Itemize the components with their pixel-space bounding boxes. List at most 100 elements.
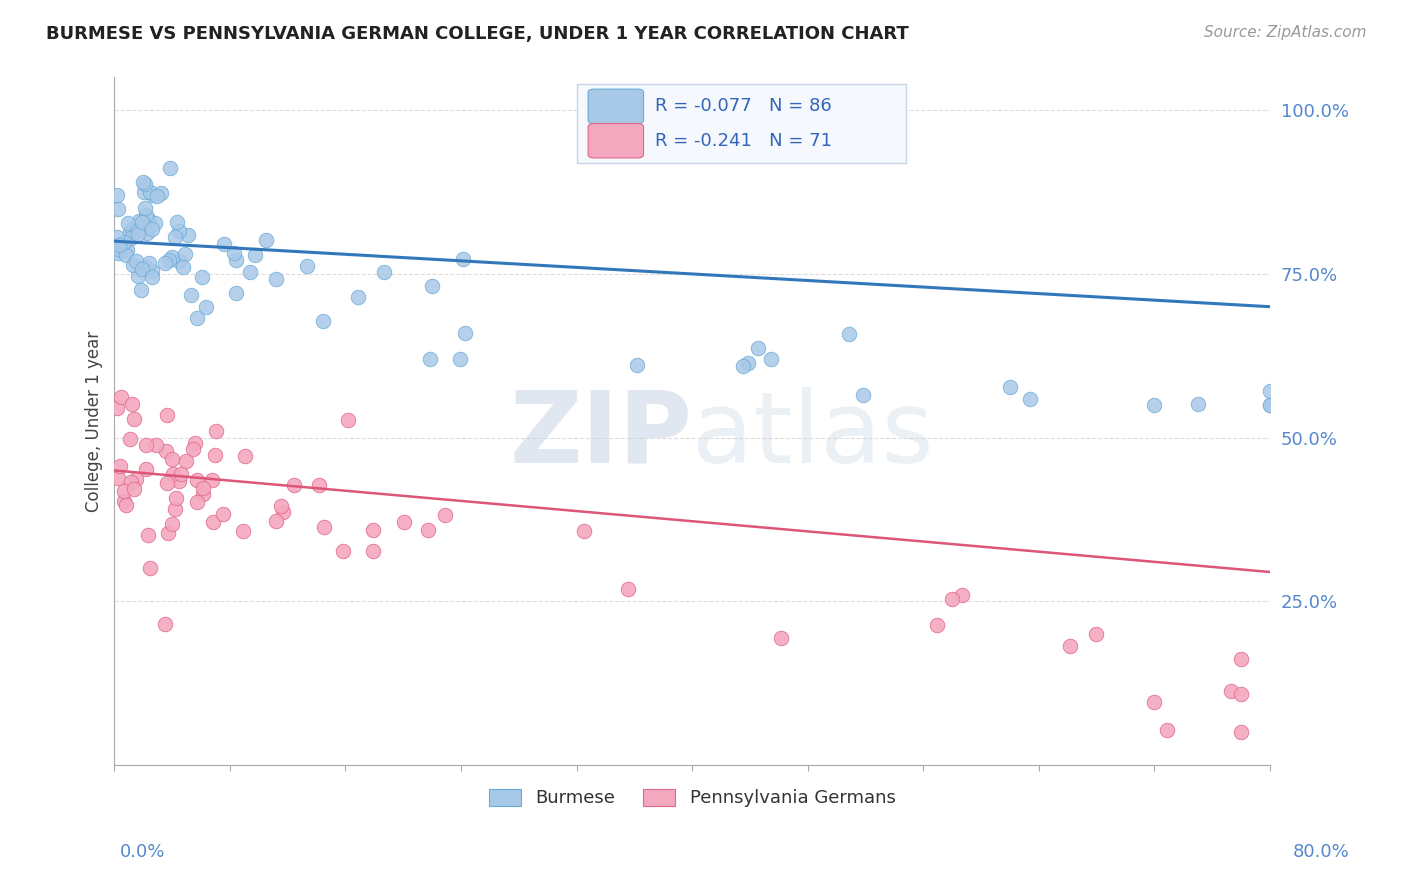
Point <box>202 516 225 530</box>
Point <box>838 327 860 342</box>
Text: atlas: atlas <box>692 386 934 483</box>
Point <box>336 413 359 427</box>
Point <box>131 261 153 276</box>
Point <box>1219 684 1241 698</box>
Point <box>180 288 202 302</box>
Point <box>112 483 135 498</box>
Point <box>232 524 254 538</box>
Point <box>233 450 256 464</box>
Point <box>162 467 184 481</box>
Point <box>165 491 187 505</box>
Point <box>225 252 247 267</box>
Point <box>416 524 439 538</box>
Point <box>454 326 477 340</box>
Point <box>394 515 416 529</box>
Point <box>770 631 793 645</box>
Point <box>107 245 129 260</box>
Point <box>128 214 150 228</box>
Point <box>112 494 135 508</box>
Point <box>115 243 138 257</box>
Point <box>1187 397 1209 411</box>
Point <box>160 517 183 532</box>
Point <box>361 544 384 558</box>
Point <box>617 582 640 597</box>
Point <box>1258 398 1281 412</box>
Point <box>120 225 142 239</box>
Point <box>1143 695 1166 709</box>
Point <box>283 478 305 492</box>
Point <box>204 449 226 463</box>
Point <box>139 561 162 575</box>
Point <box>176 454 198 468</box>
Point <box>155 256 177 270</box>
Point <box>266 514 288 528</box>
Point <box>451 252 474 266</box>
Point <box>1230 652 1253 666</box>
Point <box>1018 392 1040 406</box>
Point <box>141 264 163 278</box>
Point <box>195 300 218 314</box>
Point <box>107 202 129 217</box>
Point <box>124 473 146 487</box>
Point <box>731 359 754 373</box>
Point <box>160 452 183 467</box>
Point <box>122 483 145 497</box>
Point <box>361 524 384 538</box>
Point <box>950 588 973 602</box>
Point <box>186 473 208 487</box>
Point <box>312 519 335 533</box>
Point <box>157 252 180 267</box>
Point <box>159 161 181 176</box>
Point <box>131 283 153 297</box>
FancyBboxPatch shape <box>588 123 644 158</box>
Point <box>146 189 169 203</box>
Point <box>239 265 262 279</box>
Point <box>120 231 142 245</box>
Point <box>420 279 443 293</box>
Point <box>211 507 233 521</box>
Point <box>270 499 292 513</box>
Point <box>143 216 166 230</box>
Point <box>434 508 457 522</box>
Point <box>941 592 963 607</box>
Point <box>214 237 236 252</box>
Point <box>332 543 354 558</box>
Point <box>115 498 138 512</box>
Point <box>264 271 287 285</box>
Point <box>1156 723 1178 737</box>
Point <box>308 477 330 491</box>
Point <box>1230 687 1253 701</box>
Point <box>127 223 149 237</box>
Point <box>132 185 155 199</box>
Point <box>177 227 200 242</box>
Point <box>172 260 194 274</box>
Point <box>925 618 948 632</box>
Point <box>160 250 183 264</box>
Point <box>155 443 177 458</box>
Point <box>852 388 875 402</box>
Point <box>127 268 149 283</box>
Text: R = -0.241   N = 71: R = -0.241 N = 71 <box>655 132 832 150</box>
Point <box>122 258 145 272</box>
Point <box>111 238 134 252</box>
Point <box>225 285 247 300</box>
Y-axis label: College, Under 1 year: College, Under 1 year <box>86 331 103 512</box>
Point <box>184 435 207 450</box>
FancyBboxPatch shape <box>576 85 905 163</box>
Point <box>120 475 142 490</box>
Text: Source: ZipAtlas.com: Source: ZipAtlas.com <box>1204 25 1367 40</box>
Point <box>191 269 214 284</box>
Point <box>138 186 160 200</box>
Point <box>122 411 145 425</box>
Point <box>135 208 157 222</box>
Point <box>165 502 187 516</box>
Point <box>1059 639 1081 653</box>
Text: 0.0%: 0.0% <box>120 843 165 861</box>
Point <box>131 176 153 190</box>
Point <box>166 215 188 229</box>
Text: BURMESE VS PENNSYLVANIA GERMAN COLLEGE, UNDER 1 YEAR CORRELATION CHART: BURMESE VS PENNSYLVANIA GERMAN COLLEGE, … <box>46 25 910 43</box>
Point <box>105 401 128 415</box>
Point <box>145 438 167 452</box>
Point <box>163 230 186 244</box>
Point <box>193 487 215 501</box>
